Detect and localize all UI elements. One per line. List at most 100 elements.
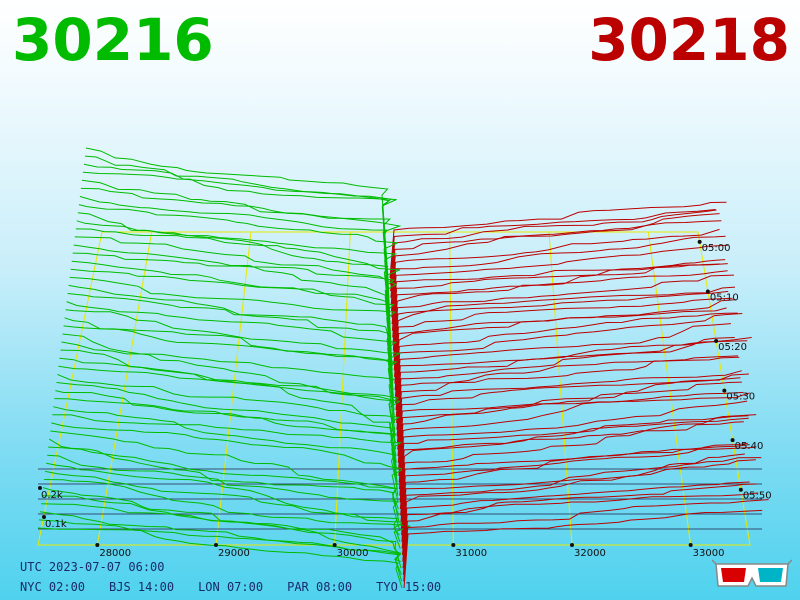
bid-depth-line (80, 187, 392, 312)
bid-depth-line (66, 301, 398, 404)
ask-depth-line (403, 499, 769, 582)
ask-depth-line (392, 270, 728, 345)
bid-depth-line (52, 414, 403, 496)
ask-depth-line (399, 400, 748, 490)
bid-depth-line (62, 333, 400, 430)
bid-depth-line (72, 252, 395, 364)
time-tick-marker (738, 487, 743, 492)
bid-depth-line (48, 446, 400, 523)
depth-tick-marker (38, 486, 42, 490)
bid-depth-line (63, 325, 398, 424)
x-tick-label: 31000 (455, 548, 487, 559)
ask-depth-line (394, 299, 736, 384)
bid-depth-line (37, 527, 403, 589)
timezone-par: PAR 08:00 (287, 580, 353, 594)
ask-depth-line (392, 259, 726, 351)
time-tick-marker (730, 438, 735, 443)
grid-line-x (647, 231, 692, 546)
ask-depth-line (396, 337, 752, 430)
x-tick-marker (214, 543, 218, 547)
bid-depth-line (85, 147, 389, 279)
ask-depth-line (389, 209, 716, 285)
ask-depth-line (393, 286, 736, 371)
time-tick-marker (697, 239, 702, 244)
timezone-lon: LON 07:00 (198, 580, 264, 594)
depth-curves (37, 147, 769, 589)
x-tick-label: 33000 (693, 548, 725, 559)
ask-depth-line (399, 414, 757, 496)
time-tick-label: 05:40 (735, 441, 764, 452)
ask-depth-line (395, 337, 735, 417)
ask-depth-line (398, 373, 749, 470)
ask-depth-line (394, 312, 738, 397)
ask-depth-line (391, 235, 726, 318)
bid-depth-line (75, 228, 401, 345)
ask-depth-line (395, 323, 731, 410)
ask-depth-line (397, 391, 744, 463)
ask-depth-line (394, 297, 733, 377)
bid-depth-line (42, 495, 402, 563)
time-tick-label: 05:10 (710, 292, 739, 303)
bid-depth-line (54, 398, 398, 483)
timezone-clocks: NYC 02:00 BJS 14:00 LON 07:00 PAR 08:00 TYO … (20, 580, 465, 594)
bid-depth-line (68, 284, 394, 391)
x-tick-marker (332, 543, 337, 547)
bid-depth-line (76, 220, 398, 338)
timezone-bjs: BJS 14:00 (109, 580, 175, 594)
bid-depth-line (38, 519, 403, 582)
depth-tick-label: 0.1k (45, 519, 67, 530)
depth-tick-label: 0.2k (41, 490, 63, 501)
chart-axes: 28000 29000 30000 31000 32000 33000 05:00 05:10… (38, 239, 772, 559)
ask-depth-line (396, 340, 748, 424)
bid-depth-line (50, 430, 399, 510)
ask-depth-line (392, 263, 728, 338)
bid-depth-line (58, 365, 397, 457)
bid-depth-line (46, 462, 405, 536)
bid-depth-line (61, 341, 396, 437)
bid-depth-line (56, 382, 398, 470)
ask-depth-line (391, 228, 720, 312)
depth-tick-marker (42, 515, 46, 519)
ask-depth-line (402, 459, 756, 556)
bid-depth-line (44, 479, 411, 549)
bid-depth-line (59, 357, 397, 450)
ask-depth-line (399, 421, 744, 503)
bid-depth-line (83, 163, 393, 292)
ask-depth-line (401, 453, 745, 542)
ask-depth-line (390, 209, 717, 292)
bid-depth-line (67, 293, 394, 397)
bid-depth-line (78, 204, 398, 325)
bid-depth-line (71, 260, 393, 371)
x-tick-label: 30000 (337, 548, 369, 559)
bid-depth-line (57, 373, 400, 463)
time-tick-label: 05:20 (718, 342, 747, 353)
time-tick-marker (705, 289, 710, 294)
x-tick-marker (451, 543, 456, 547)
ask-depth-line (394, 307, 727, 391)
ask-depth-line (401, 457, 762, 549)
grid-line-x (96, 231, 153, 546)
bid-depth-line (69, 276, 397, 384)
ask-depth-line (400, 442, 748, 529)
bid-depth-line (41, 503, 402, 569)
bid-depth-line (51, 422, 406, 503)
ask-depth-line (389, 201, 727, 279)
ask-depth-line (395, 313, 743, 404)
bid-depth-line (73, 244, 393, 358)
grid-line-x (449, 231, 454, 546)
bid-depth-line (70, 268, 395, 377)
bid-depth-line (42, 487, 401, 556)
time-tick-marker (714, 339, 719, 344)
ask-depth-line (390, 220, 722, 298)
ask-depth-line (391, 244, 729, 325)
bid-depth-line (55, 390, 398, 476)
ask-depth-line (393, 274, 734, 358)
time-tick-label: 05:30 (726, 392, 755, 403)
x-tick-marker (95, 543, 100, 547)
timezone-nyc: NYC 02:00 (20, 580, 86, 594)
3d-glasses-icon[interactable] (712, 556, 792, 592)
bid-depth-line (74, 236, 397, 351)
bid-depth-line (79, 196, 391, 318)
x-tick-marker (570, 543, 574, 547)
bid-depth-line (47, 454, 400, 529)
